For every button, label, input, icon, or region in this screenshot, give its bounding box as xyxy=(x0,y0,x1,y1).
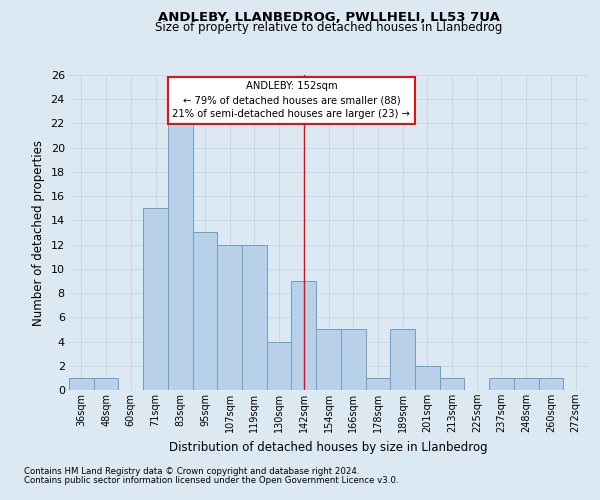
Text: ANDLEBY: 152sqm
← 79% of detached houses are smaller (88)
21% of semi-detached h: ANDLEBY: 152sqm ← 79% of detached houses… xyxy=(172,81,410,119)
Text: Contains HM Land Registry data © Crown copyright and database right 2024.: Contains HM Land Registry data © Crown c… xyxy=(24,467,359,476)
Bar xyxy=(514,378,539,390)
Bar xyxy=(489,378,514,390)
Bar xyxy=(267,342,292,390)
Bar xyxy=(193,232,217,390)
Bar xyxy=(365,378,390,390)
Text: ANDLEBY, LLANBEDROG, PWLLHELI, LL53 7UA: ANDLEBY, LLANBEDROG, PWLLHELI, LL53 7UA xyxy=(158,11,500,24)
Bar xyxy=(316,330,341,390)
Bar xyxy=(242,244,267,390)
Bar xyxy=(168,124,193,390)
Bar xyxy=(69,378,94,390)
Y-axis label: Number of detached properties: Number of detached properties xyxy=(32,140,45,326)
Text: Size of property relative to detached houses in Llanbedrog: Size of property relative to detached ho… xyxy=(155,22,502,35)
Bar xyxy=(539,378,563,390)
Text: Contains public sector information licensed under the Open Government Licence v3: Contains public sector information licen… xyxy=(24,476,398,485)
Bar xyxy=(94,378,118,390)
Bar xyxy=(440,378,464,390)
Text: Distribution of detached houses by size in Llanbedrog: Distribution of detached houses by size … xyxy=(169,441,488,454)
Bar xyxy=(341,330,365,390)
Bar xyxy=(390,330,415,390)
Bar xyxy=(292,281,316,390)
Bar xyxy=(415,366,440,390)
Bar xyxy=(217,244,242,390)
Bar xyxy=(143,208,168,390)
